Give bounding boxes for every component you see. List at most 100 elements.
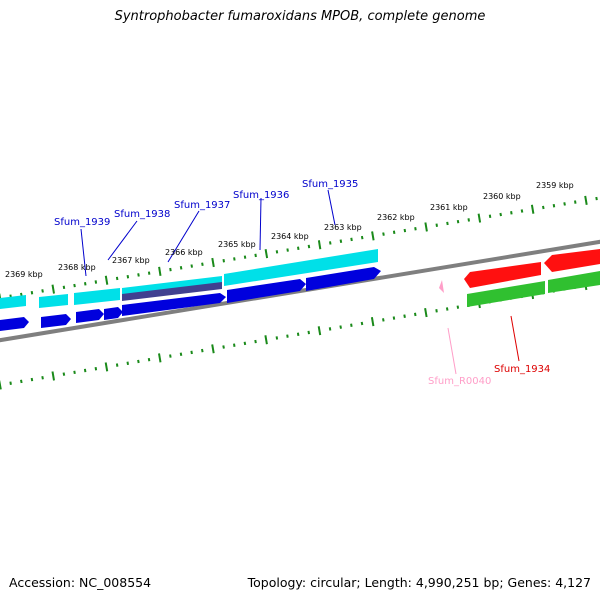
minor-tick (169, 354, 172, 358)
cds-arrow[interactable] (464, 262, 541, 288)
major-tick (371, 231, 375, 241)
gene-feature[interactable] (548, 271, 600, 293)
minor-tick (510, 211, 513, 215)
gene-arrow[interactable] (306, 267, 381, 291)
cds-feature[interactable] (0, 295, 26, 309)
minor-tick (574, 200, 577, 204)
minor-tick (222, 345, 225, 349)
leader-line (259, 197, 262, 251)
minor-tick (392, 316, 396, 320)
minor-tick (286, 248, 289, 252)
major-tick (211, 257, 215, 268)
gene-arrow[interactable] (41, 314, 71, 328)
minor-tick (9, 381, 12, 385)
leader-line (107, 220, 138, 261)
minor-tick (20, 292, 23, 297)
kbp-label: 2360 kbp (483, 192, 521, 201)
minor-tick (563, 202, 566, 206)
minor-tick (233, 257, 236, 261)
minor-tick (84, 282, 87, 286)
cds-feature[interactable] (224, 249, 378, 286)
kbp-label: 2365 kbp (218, 240, 256, 249)
minor-tick (20, 379, 23, 384)
cds-arrow[interactable] (544, 249, 600, 272)
major-tick (158, 353, 162, 363)
minor-tick (83, 368, 87, 373)
minor-tick (339, 325, 342, 329)
minor-tick (30, 377, 34, 382)
minor-tick (126, 274, 130, 279)
minor-tick (445, 307, 449, 311)
minor-tick (233, 343, 236, 347)
gene-arrow[interactable] (227, 279, 306, 303)
minor-tick (147, 357, 151, 362)
genome-summary: Topology: circular; Length: 4,990,251 bp… (247, 575, 591, 590)
minor-tick (179, 266, 183, 270)
minor-tick (360, 321, 364, 326)
minor-tick (542, 205, 545, 210)
major-tick (104, 275, 109, 285)
major-tick (424, 308, 428, 318)
minor-tick (414, 227, 417, 231)
minor-tick (435, 309, 438, 313)
major-tick (51, 371, 55, 381)
minor-tick (467, 218, 470, 222)
gene-arrow[interactable] (0, 317, 29, 331)
gene-label[interactable]: Sfum_1937 (174, 200, 230, 211)
reverse-cds-track (439, 249, 600, 307)
minor-tick (275, 250, 279, 254)
minor-tick (307, 330, 310, 335)
cds-feature[interactable] (39, 294, 68, 308)
minor-tick (254, 339, 257, 344)
major-tick (104, 362, 109, 372)
cds-feature[interactable] (74, 288, 120, 305)
major-tick (477, 213, 482, 223)
minor-tick (520, 209, 524, 213)
minor-tick (350, 237, 353, 242)
gene-label[interactable]: Sfum_1939 (54, 217, 110, 228)
gene-feature-dark[interactable] (122, 282, 222, 301)
minor-tick (350, 323, 353, 327)
minor-tick (307, 244, 311, 249)
minor-tick (296, 332, 300, 337)
gene-arrow[interactable] (76, 309, 104, 323)
leader-line (167, 210, 200, 263)
minor-tick (41, 376, 44, 380)
minor-tick (552, 203, 556, 208)
minor-tick (137, 273, 140, 277)
minor-tick (169, 267, 172, 272)
minor-tick (392, 230, 396, 235)
leader-line (447, 327, 457, 375)
gene-label[interactable]: Sfum_1938 (114, 209, 170, 220)
gene-label[interactable]: Sfum_1934 (494, 364, 550, 375)
minor-tick (94, 280, 98, 284)
major-tick (317, 326, 322, 336)
accession-label: Accession: NC_008554 (9, 575, 152, 590)
gene-label[interactable]: Sfum_1936 (233, 190, 289, 201)
gene-arrow[interactable] (104, 307, 123, 320)
rna-feature[interactable] (439, 280, 444, 293)
minor-tick (382, 318, 385, 322)
major-tick (584, 195, 588, 205)
major-tick (264, 335, 268, 345)
gene-label[interactable]: Sfum_R0040 (428, 376, 491, 387)
minor-tick (62, 372, 66, 376)
gene-feature[interactable] (467, 281, 545, 307)
minor-tick (595, 196, 598, 201)
minor-tick (456, 305, 460, 309)
minor-tick (403, 228, 407, 233)
gene-arrow[interactable] (122, 293, 226, 316)
leader-line (80, 228, 87, 277)
minor-tick (403, 314, 406, 318)
minor-tick (30, 290, 34, 295)
gene-label[interactable]: Sfum_1935 (302, 179, 358, 190)
minor-tick (382, 232, 385, 236)
minor-tick (243, 255, 247, 259)
major-tick (211, 344, 215, 354)
major-tick (0, 380, 2, 390)
minor-tick (115, 276, 119, 281)
outer-tick-ring (0, 195, 598, 303)
minor-tick (147, 271, 151, 275)
minor-tick (488, 214, 492, 219)
